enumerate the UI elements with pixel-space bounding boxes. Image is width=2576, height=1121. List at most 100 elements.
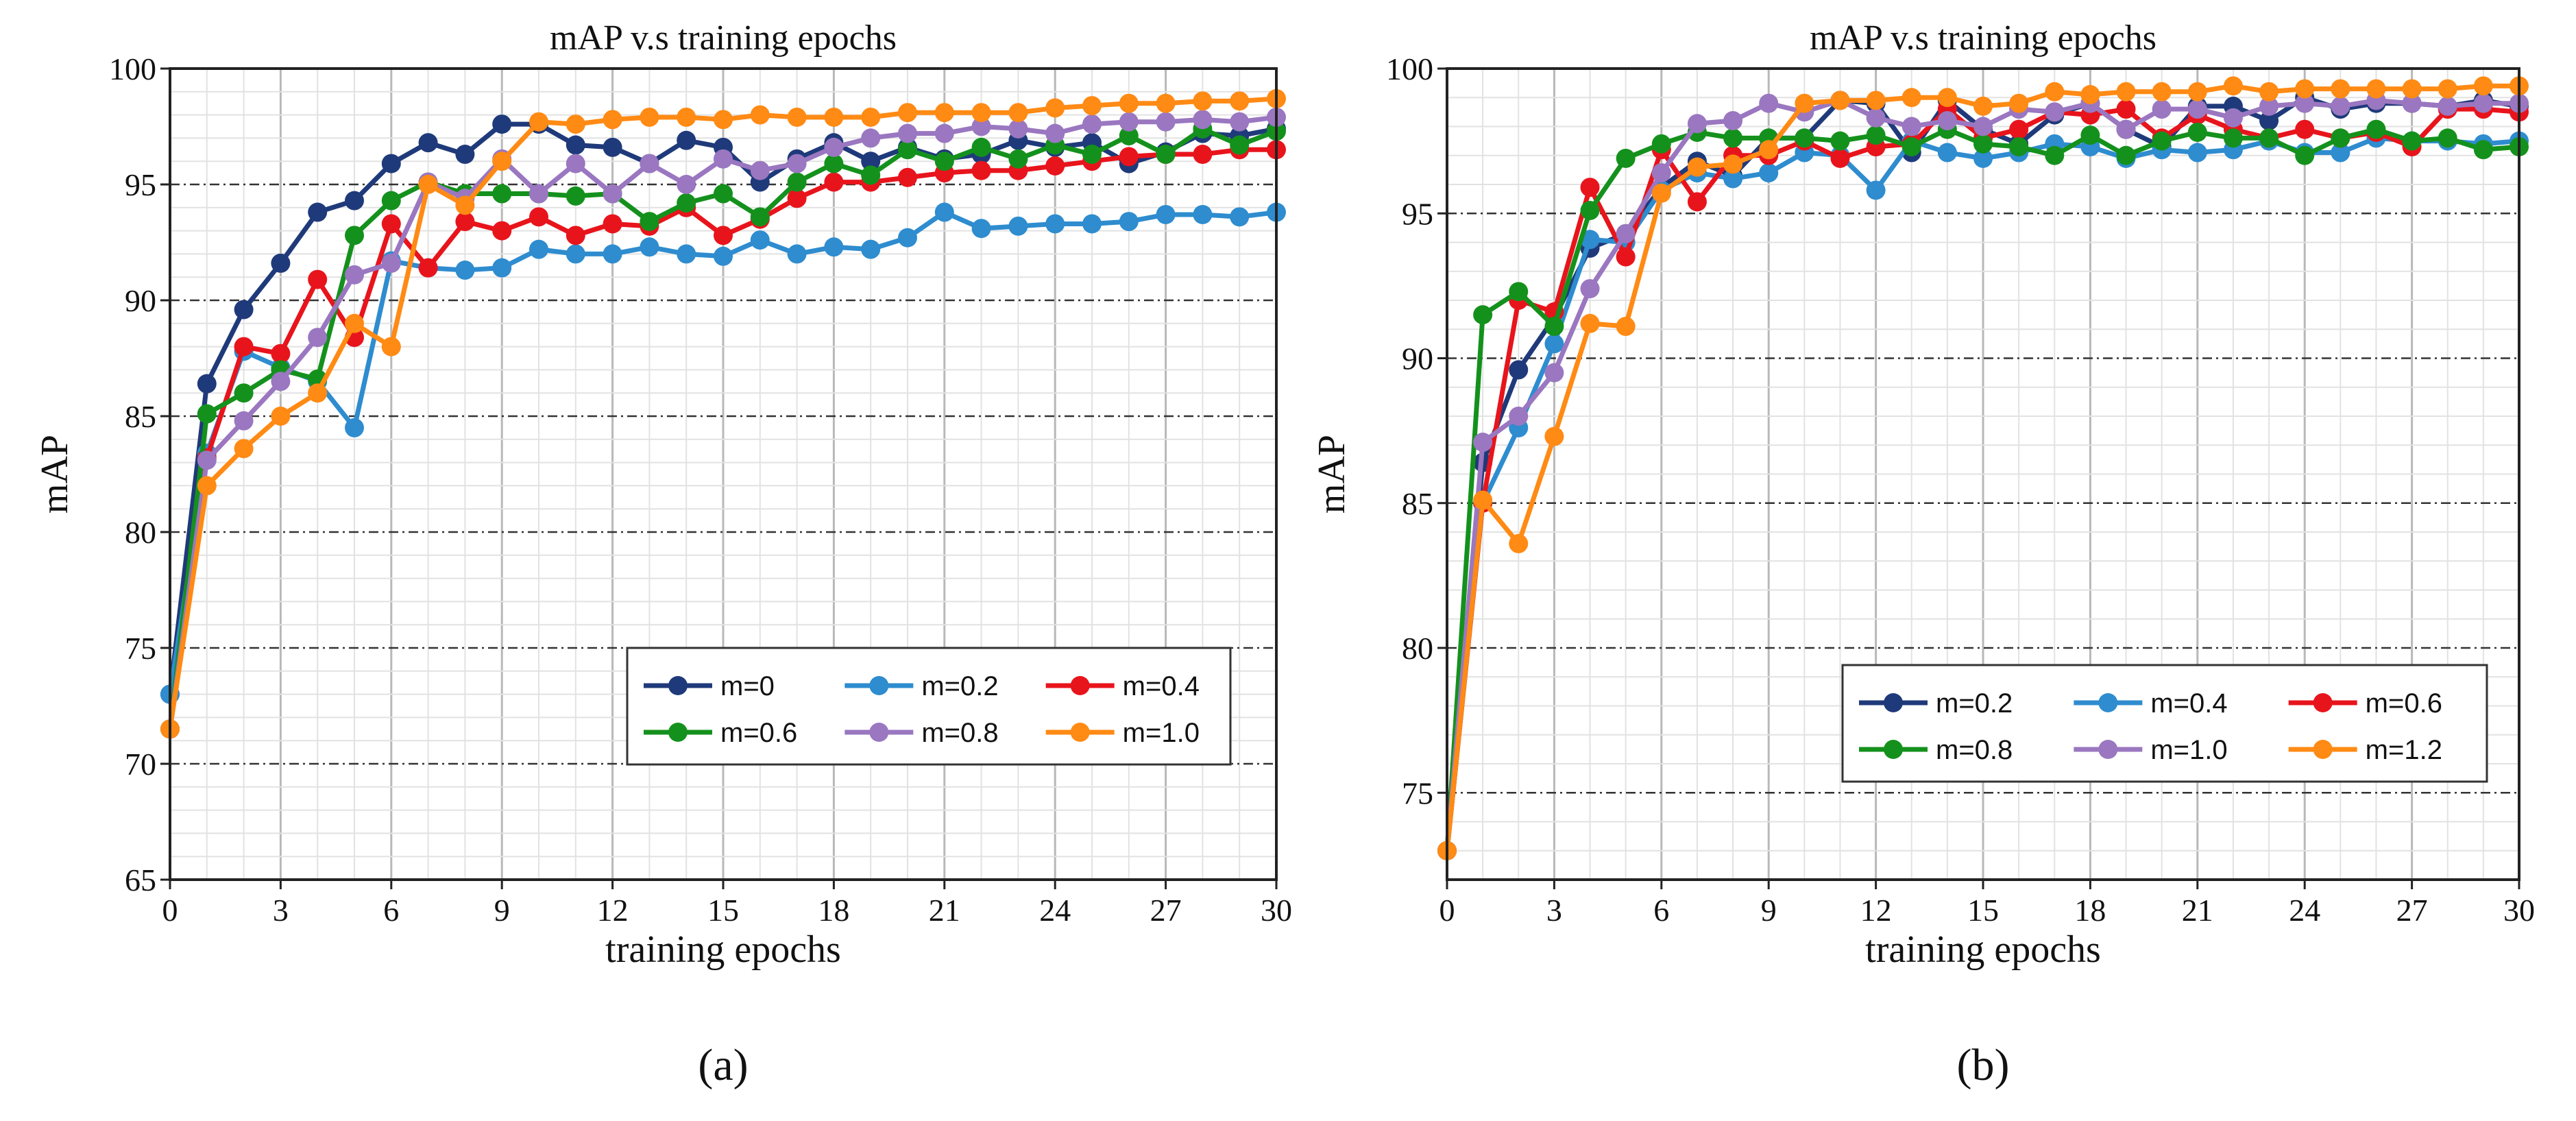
chart-a-point-m=0.6 (677, 193, 696, 213)
chart-b-point-m=0.6 (2009, 119, 2029, 139)
chart-a-x-tick-label: 21 (929, 893, 960, 928)
chart-a-point-m=0.8 (1193, 110, 1213, 130)
chart-a-point-m=0.8 (1008, 119, 1028, 138)
chart-a-point-m=1.0 (898, 103, 917, 123)
chart-b-x-tick-label: 24 (2289, 893, 2320, 928)
chart-a-point-m=0 (492, 114, 512, 134)
chart-b-point-m=1.0 (1901, 117, 1921, 136)
chart-b-point-m=0.8 (1651, 134, 1671, 154)
chart-a-point-m=0.2 (603, 244, 622, 264)
chart-a-x-tick-label: 30 (1261, 893, 1292, 928)
chart-b-point-m=1.2 (2331, 79, 2350, 99)
chart-a-point-m=0.6 (640, 212, 659, 232)
chart-a-legend-marker-m=0.8 (869, 723, 889, 742)
chart-b-point-m=1.2 (1580, 313, 1600, 333)
chart-b-point-m=1.0 (1937, 111, 1957, 131)
chart-a-point-m=0 (234, 300, 254, 320)
chart-b-x-tick-label: 21 (2182, 893, 2213, 928)
chart-b-point-m=1.0 (1473, 433, 1493, 453)
chart-a-point-m=0.8 (640, 154, 659, 173)
chart-b-y-axis-label: mAP (1311, 435, 1353, 514)
chart-a-point-m=0.6 (566, 186, 585, 206)
chart-a-point-m=0.4 (308, 269, 328, 289)
chart-a-point-m=0.8 (271, 372, 291, 391)
chart-b-legend-label-m=1.0: m=1.0 (2150, 735, 2227, 765)
chart-b-point-m=1.2 (1866, 91, 1886, 110)
chart-b-legend-marker-m=1.0 (2098, 740, 2118, 759)
chart-b-x-tick-label: 18 (2074, 893, 2106, 928)
chart-a-point-m=0.2 (934, 202, 954, 222)
chart-b-point-m=1.2 (1973, 96, 1993, 116)
chart-a-point-m=0.6 (861, 165, 881, 185)
chart-b-point-m=1.2 (1651, 183, 1671, 203)
chart-b-point-m=0.8 (2473, 140, 2493, 160)
chart-a-point-m=0 (308, 202, 328, 222)
chart-a-point-m=1.0 (234, 439, 254, 459)
chart-a-point-m=0.8 (529, 184, 548, 204)
chart-a-point-m=0.6 (234, 383, 254, 403)
chart-b-point-m=1.2 (1759, 140, 1779, 160)
chart-b-x-axis-label: training epochs (1865, 928, 2101, 971)
chart-b-point-m=1.2 (2080, 85, 2100, 105)
chart-b-legend-marker-m=0.2 (1884, 693, 1903, 712)
chart-b-point-m=1.2 (2473, 76, 2493, 96)
chart-b-point-m=0.8 (2045, 145, 2065, 165)
chart-a-point-m=0.2 (566, 244, 585, 264)
chart-a-point-m=0.2 (1119, 212, 1139, 232)
chart-a-legend-label-m=1.0: m=1.0 (1123, 718, 1200, 748)
chart-b-y-tick-label: 80 (1402, 631, 1433, 666)
chart-b-point-m=1.2 (1473, 490, 1493, 510)
chart-a-point-m=0 (345, 191, 364, 210)
chart-a: 0 3 6 9 12 15 18 21 24 27 30 65 70 75 80 85 90 95 100 mAP … (34, 19, 1292, 1090)
chart-a-y-tick-label: 80 (125, 515, 156, 550)
chart-b-point-m=0.8 (2366, 119, 2386, 139)
chart-a-x-tick-label: 18 (818, 893, 849, 928)
chart-a-y-tick-label: 95 (125, 167, 156, 202)
chart-b-point-m=0.8 (1795, 128, 1814, 148)
chart-b-legend-marker-m=0.6 (2313, 693, 2333, 712)
chart-a-point-m=0 (861, 152, 881, 171)
chart-a-point-m=0.6 (787, 172, 807, 192)
chart-a-y-tick-label: 65 (125, 863, 156, 897)
chart-a-point-m=0.8 (1119, 112, 1139, 132)
chart-a-x-tick-label: 15 (707, 893, 739, 928)
chart-a-point-m=0.8 (566, 154, 585, 173)
chart-a-x-tick-label: 9 (494, 893, 510, 928)
chart-b-legend-label-m=0.8: m=0.8 (1936, 735, 2013, 765)
chart-a-point-m=1.0 (603, 110, 622, 130)
chart-a-point-m=0.2 (1193, 204, 1213, 224)
chart-a-point-m=0.8 (197, 450, 217, 470)
chart-b-point-m=1.2 (1687, 157, 1707, 177)
chart-a-point-m=0.8 (381, 253, 401, 273)
chart-b-point-m=0.8 (2187, 122, 2207, 142)
chart-b-point-m=0.6 (1616, 247, 1636, 267)
chart-b-point-m=0.4 (1723, 169, 1743, 189)
chart-a-point-m=0.4 (787, 189, 807, 208)
chart-b-point-m=0.6 (1830, 148, 1850, 168)
chart-a-point-m=0.6 (824, 154, 844, 173)
chart-b-point-m=0.4 (1866, 180, 1886, 200)
chart-b-point-m=0.4 (1937, 143, 1957, 162)
chart-a-point-m=0.8 (1082, 114, 1102, 134)
chart-b-point-m=1.0 (2116, 119, 2136, 139)
chart-a-point-m=1.0 (677, 107, 696, 127)
chart-a-point-m=0.8 (861, 128, 881, 148)
chart-a-point-m=1.0 (824, 107, 844, 127)
chart-a-y-axis-label: mAP (34, 435, 76, 514)
chart-b-point-m=0.8 (1473, 305, 1493, 325)
chart-a-point-m=0.2 (640, 237, 659, 257)
chart-b-series-group (1437, 76, 2529, 860)
chart-b-point-m=1.2 (1795, 93, 1814, 113)
chart-a-point-m=0.6 (750, 207, 770, 227)
chart-a-point-m=0.4 (1045, 156, 1065, 176)
chart-a-point-m=1.0 (1008, 103, 1028, 123)
chart-b-x-tick-label: 6 (1653, 893, 1669, 928)
chart-b-point-m=1.2 (1723, 154, 1743, 174)
chart-a-y-tick-label: 70 (125, 747, 156, 782)
chart-a-legend-marker-m=0.4 (1070, 676, 1090, 695)
chart-a-point-m=0.2 (1045, 214, 1065, 234)
chart-b-point-m=0.8 (2331, 128, 2350, 148)
chart-a-point-m=0.4 (1119, 147, 1139, 167)
chart-a-point-m=0.2 (1082, 214, 1102, 234)
chart-b-y-tick-label: 90 (1402, 341, 1433, 376)
